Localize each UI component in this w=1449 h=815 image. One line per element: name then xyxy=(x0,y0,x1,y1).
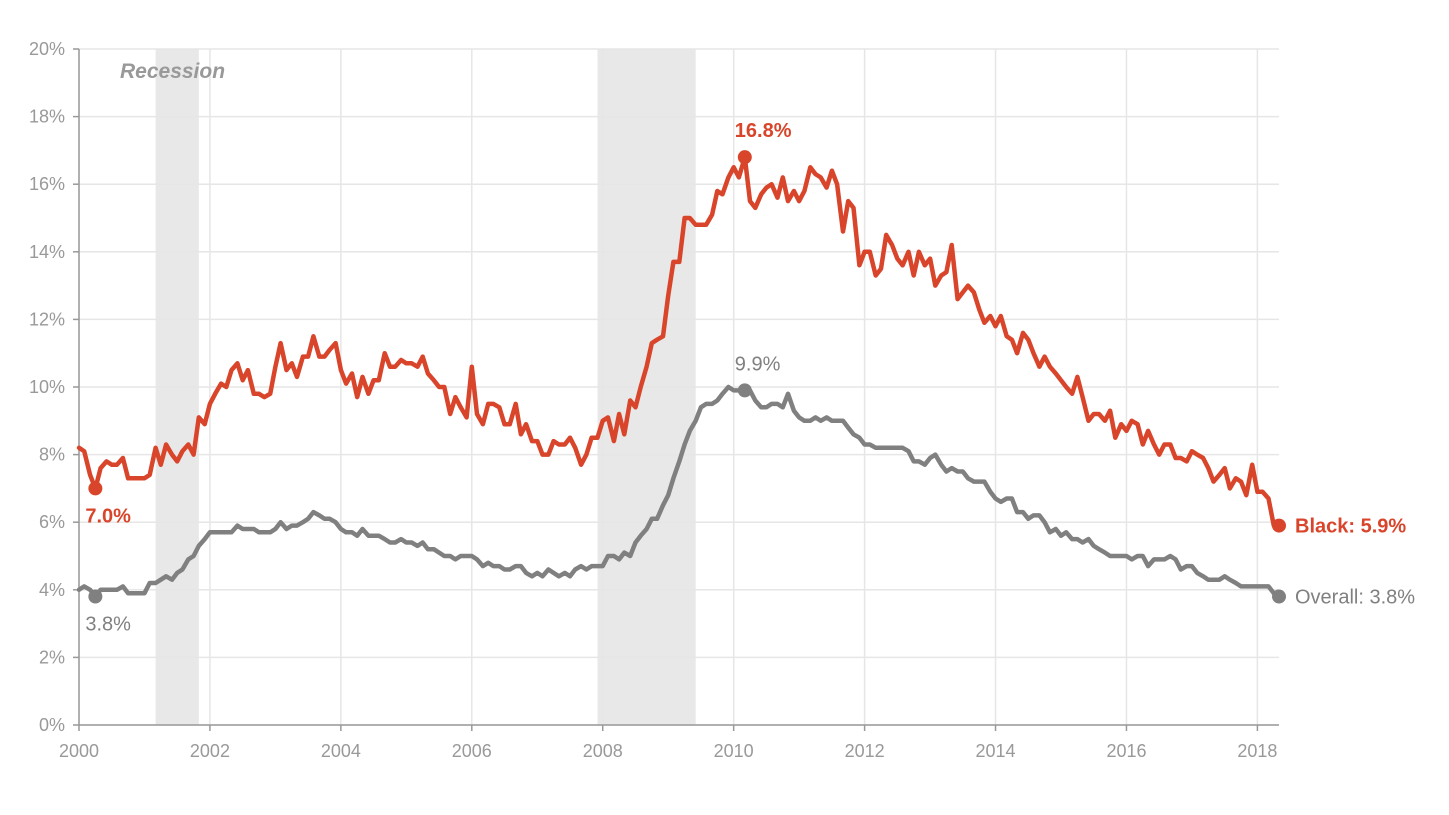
x-tick-label: 2018 xyxy=(1237,741,1277,761)
overall-peak-label: 9.9% xyxy=(735,353,781,375)
x-tick-label: 2014 xyxy=(976,741,1016,761)
x-tick-label: 2010 xyxy=(714,741,754,761)
x-tick-label: 2012 xyxy=(845,741,885,761)
black-end-label: Black: 5.9% xyxy=(1295,516,1406,538)
y-tick-label: 14% xyxy=(29,242,65,262)
y-tick-label: 2% xyxy=(39,647,65,667)
overall-start-marker xyxy=(88,589,103,604)
series-line-black xyxy=(76,154,1277,528)
y-tick-label: 8% xyxy=(39,445,65,465)
y-tick-label: 18% xyxy=(29,107,65,127)
black-peak-label: 16.8% xyxy=(735,120,792,142)
series-lines xyxy=(76,154,1277,599)
y-tick-label: 4% xyxy=(39,580,65,600)
x-tick-label: 2006 xyxy=(452,741,492,761)
y-tick-label: 12% xyxy=(29,309,65,329)
black-end-marker xyxy=(1272,518,1286,533)
annotation-labels: 7.0% 16.8% Black: 5.9% 3.8% 9.9% Overall: 3.8… xyxy=(85,120,1415,635)
x-tick-label: 2002 xyxy=(190,741,230,761)
recession-label: Recession xyxy=(120,60,225,83)
overall-end-label: Overall: 3.8% xyxy=(1295,587,1415,609)
y-tick-label: 6% xyxy=(39,512,65,532)
x-tick-label: 2016 xyxy=(1106,741,1146,761)
x-tick-label: 2000 xyxy=(59,741,99,761)
annotation-markers xyxy=(88,150,1286,604)
series-line-overall xyxy=(76,384,1277,599)
y-tick-label: 16% xyxy=(29,174,65,194)
y-tick-label: 20% xyxy=(29,39,65,59)
x-tick-label: 2008 xyxy=(583,741,623,761)
axes: 0% 2% 4% 6% 8% 10% 12% 14% 16% 18% 20% 2000 2002 2004… xyxy=(29,39,1279,761)
y-tick-label: 10% xyxy=(29,377,65,397)
x-tick-label: 2004 xyxy=(321,741,361,761)
overall-peak-marker xyxy=(737,383,752,398)
overall-end-marker xyxy=(1272,589,1286,604)
black-start-label: 7.0% xyxy=(85,505,131,527)
black-peak-marker xyxy=(737,150,752,165)
black-start-marker xyxy=(88,481,103,496)
overall-start-label: 3.8% xyxy=(85,614,131,636)
y-tick-label: 0% xyxy=(39,715,65,735)
